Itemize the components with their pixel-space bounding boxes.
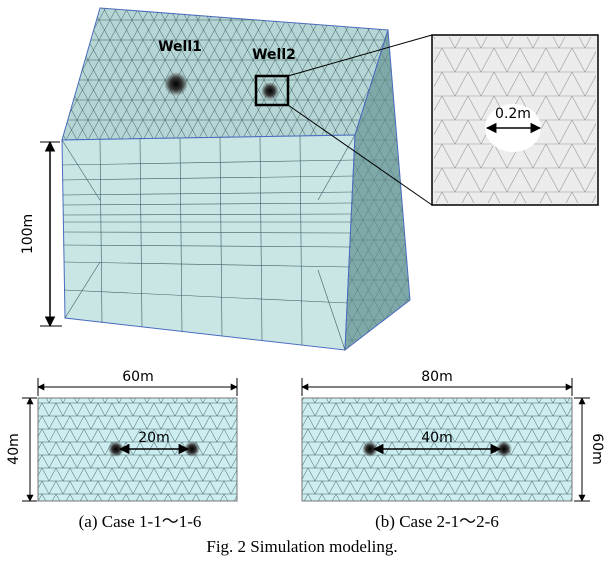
panel-caption: (a) Case 1-1～1-6 — [79, 512, 202, 531]
height-label: 60m — [589, 433, 605, 464]
figure: Well1 Well2 0.2m 100m 20m 60m 40m (a) Ca… — [0, 0, 605, 574]
spacing-label: 40m — [421, 430, 452, 446]
inset: 0.2m — [432, 35, 598, 205]
height-label: 100m — [20, 214, 36, 254]
height-label: 40m — [6, 433, 22, 464]
panel-b: 40m 80m 60m (b) Case 2-1～2-6 — [302, 369, 605, 531]
width-label: 60m — [122, 369, 153, 385]
panel-a: 20m 60m 40m (a) Case 1-1～1-6 — [6, 369, 237, 531]
height-dimension: 100m — [20, 142, 62, 326]
panel-caption: (b) Case 2-1～2-6 — [375, 512, 499, 531]
well-label: Well2 — [252, 47, 296, 63]
well-label: Well1 — [158, 39, 202, 55]
spacing-label: 20m — [138, 430, 169, 446]
block-3d: Well1 Well2 — [62, 8, 432, 350]
diameter-label: 0.2m — [495, 106, 531, 122]
figure-caption: Fig. 2 Simulation modeling. — [206, 537, 397, 556]
width-label: 80m — [421, 369, 452, 385]
